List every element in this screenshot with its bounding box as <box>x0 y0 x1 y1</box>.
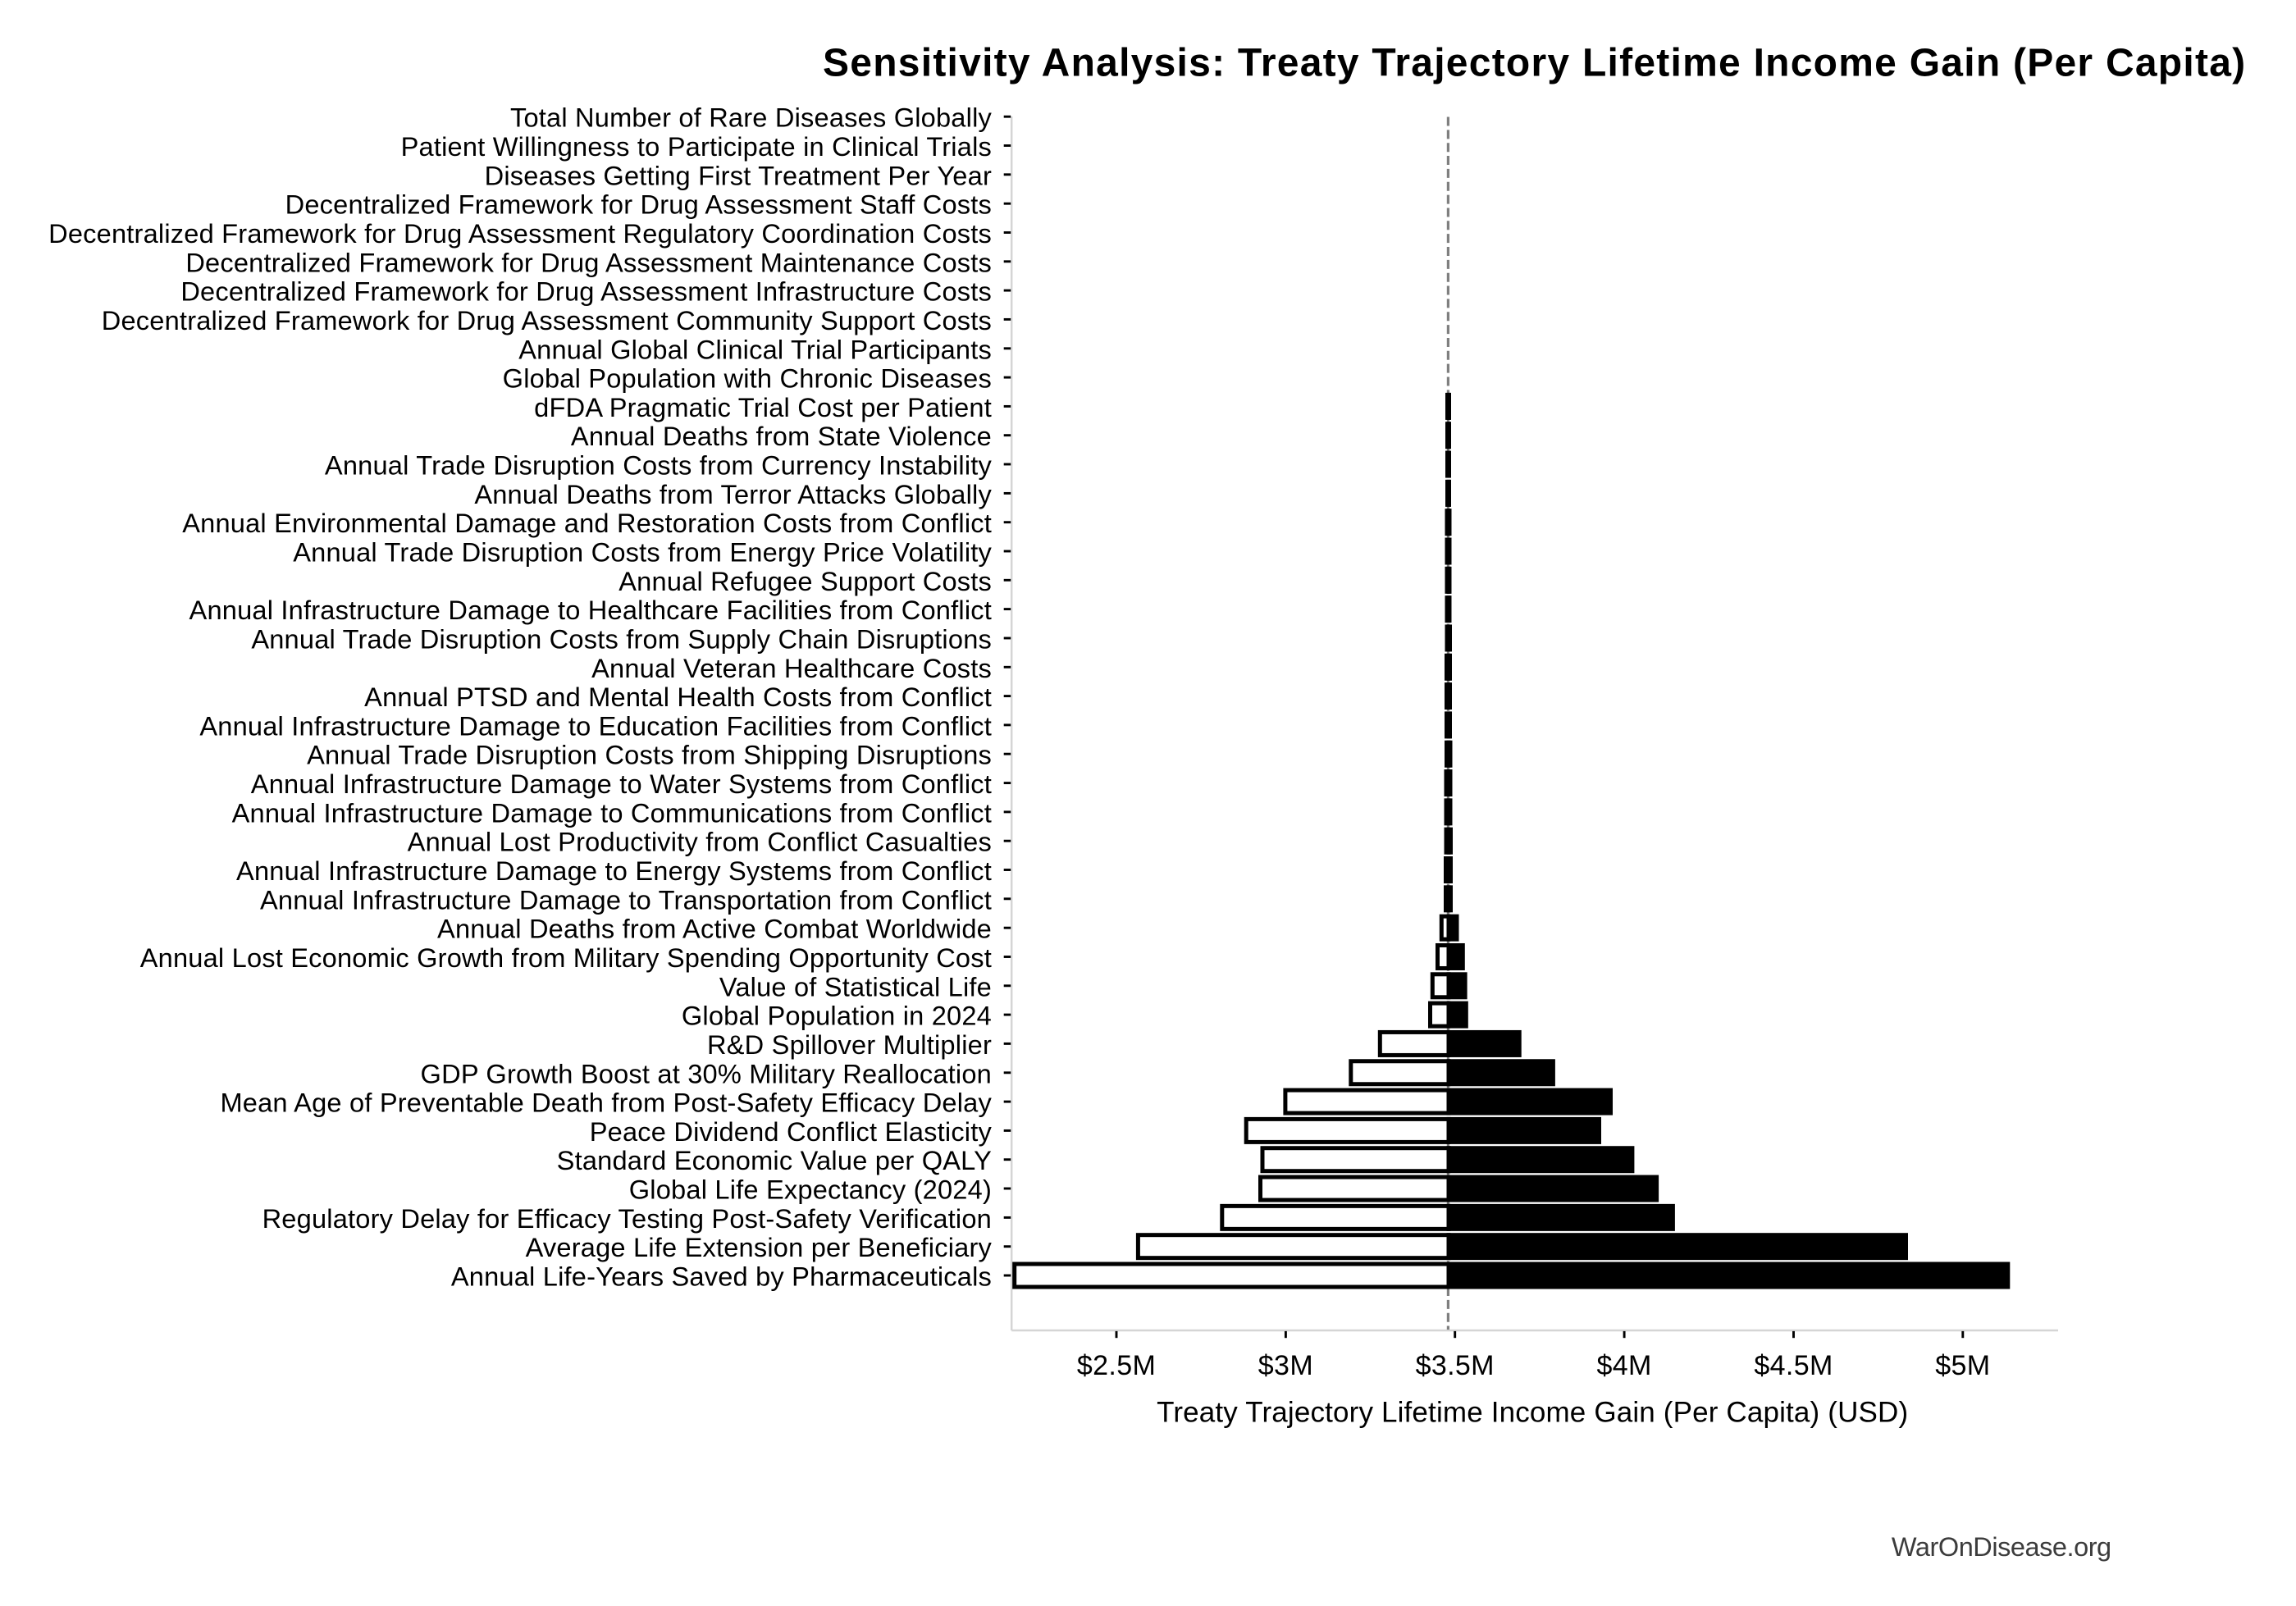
svg-text:WarOnDisease.org: WarOnDisease.org <box>1892 1532 2111 1562</box>
svg-text:Annual Trade Disruption Costs: Annual Trade Disruption Costs from Curre… <box>325 450 993 481</box>
svg-text:Global Population with Chronic: Global Population with Chronic Diseases <box>503 363 992 394</box>
svg-text:Annual Infrastructure Damage t: Annual Infrastructure Damage to Water Sy… <box>251 769 992 799</box>
svg-text:Annual Global Clinical Trial P: Annual Global Clinical Trial Participant… <box>518 334 992 364</box>
svg-text:Annual Deaths from Active Comb: Annual Deaths from Active Combat Worldwi… <box>437 914 992 944</box>
svg-text:Annual Veteran Healthcare Cost: Annual Veteran Healthcare Costs <box>591 653 992 683</box>
svg-text:Standard Economic Value per QA: Standard Economic Value per QALY <box>557 1145 992 1175</box>
svg-text:Peace Dividend Conflict Elasti: Peace Dividend Conflict Elasticity <box>590 1116 993 1147</box>
svg-text:Patient Willingness to Partici: Patient Willingness to Participate in Cl… <box>401 131 992 162</box>
svg-text:Value of Statistical Life: Value of Statistical Life <box>719 971 992 1001</box>
svg-text:Global Population in 2024: Global Population in 2024 <box>682 1001 992 1031</box>
svg-text:$4.5M: $4.5M <box>1754 1350 1833 1381</box>
svg-text:Annual Deaths from State Viole: Annual Deaths from State Violence <box>571 421 992 451</box>
svg-text:Annual Life-Years Saved by Pha: Annual Life-Years Saved by Pharmaceutica… <box>451 1262 992 1292</box>
svg-text:$3.5M: $3.5M <box>1416 1350 1495 1381</box>
svg-text:Annual Lost Productivity from: Annual Lost Productivity from Conflict C… <box>408 827 992 857</box>
svg-text:$2.5M: $2.5M <box>1077 1350 1156 1381</box>
svg-text:Decentralized Framework for Dr: Decentralized Framework for Drug Assessm… <box>185 247 992 277</box>
svg-text:$5M: $5M <box>1935 1350 1990 1381</box>
svg-text:Annual Infrastructure Damage t: Annual Infrastructure Damage to Transpor… <box>260 884 992 915</box>
svg-text:Annual Infrastructure Damage t: Annual Infrastructure Damage to Communic… <box>232 797 992 828</box>
svg-text:Decentralized Framework for Dr: Decentralized Framework for Drug Assessm… <box>48 218 992 249</box>
svg-text:Decentralized Framework for Dr: Decentralized Framework for Drug Assessm… <box>285 189 992 220</box>
svg-text:Annual Trade Disruption Costs: Annual Trade Disruption Costs from Energ… <box>293 537 992 568</box>
svg-text:Global Life Expectancy (2024): Global Life Expectancy (2024) <box>629 1175 992 1205</box>
svg-text:Annual Infrastructure Damage t: Annual Infrastructure Damage to Energy S… <box>236 855 992 886</box>
svg-text:Mean Age of Preventable Death: Mean Age of Preventable Death from Post-… <box>220 1088 992 1118</box>
svg-text:Annual Trade Disruption Costs: Annual Trade Disruption Costs from Shipp… <box>307 740 992 770</box>
svg-text:Annual Infrastructure Damage t: Annual Infrastructure Damage to Healthca… <box>189 595 992 625</box>
svg-text:Annual Lost Economic Growth fr: Annual Lost Economic Growth from Militar… <box>140 942 992 973</box>
svg-text:Total Number of Rare Diseases: Total Number of Rare Diseases Globally <box>510 103 993 133</box>
svg-text:$4M: $4M <box>1596 1350 1651 1381</box>
svg-text:Treaty Trajectory Lifetime Inc: Treaty Trajectory Lifetime Income Gain (… <box>1157 1397 1908 1429</box>
svg-text:$3M: $3M <box>1258 1350 1313 1381</box>
svg-text:Annual Refugee Support Costs: Annual Refugee Support Costs <box>619 566 992 596</box>
svg-text:Decentralized Framework for Dr: Decentralized Framework for Drug Assessm… <box>180 276 992 307</box>
svg-text:Diseases Getting First Treatme: Diseases Getting First Treatment Per Yea… <box>485 160 992 190</box>
svg-text:Annual Deaths from Terror Atta: Annual Deaths from Terror Attacks Global… <box>474 479 992 509</box>
svg-text:Regulatory Delay for Efficacy: Regulatory Delay for Efficacy Testing Po… <box>262 1203 992 1234</box>
svg-text:Sensitivity Analysis: Treaty T: Sensitivity Analysis: Treaty Trajectory … <box>823 41 2246 84</box>
svg-text:R&D Spillover Multiplier: R&D Spillover Multiplier <box>707 1029 992 1060</box>
svg-text:GDP Growth Boost at 30% Milita: GDP Growth Boost at 30% Military Realloc… <box>421 1058 992 1088</box>
svg-text:Annual PTSD and Mental Health: Annual PTSD and Mental Health Costs from… <box>364 682 992 712</box>
svg-text:Annual Environmental Damage an: Annual Environmental Damage and Restorat… <box>182 508 992 538</box>
svg-text:Average Life Extension per Ben: Average Life Extension per Beneficiary <box>526 1232 993 1262</box>
svg-text:Annual Trade Disruption Costs: Annual Trade Disruption Costs from Suppl… <box>251 624 992 655</box>
svg-text:Decentralized Framework for Dr: Decentralized Framework for Drug Assessm… <box>102 305 992 335</box>
svg-text:Annual Infrastructure Damage t: Annual Infrastructure Damage to Educatio… <box>199 710 992 741</box>
svg-text:dFDA Pragmatic Trial Cost per: dFDA Pragmatic Trial Cost per Patient <box>534 392 992 422</box>
